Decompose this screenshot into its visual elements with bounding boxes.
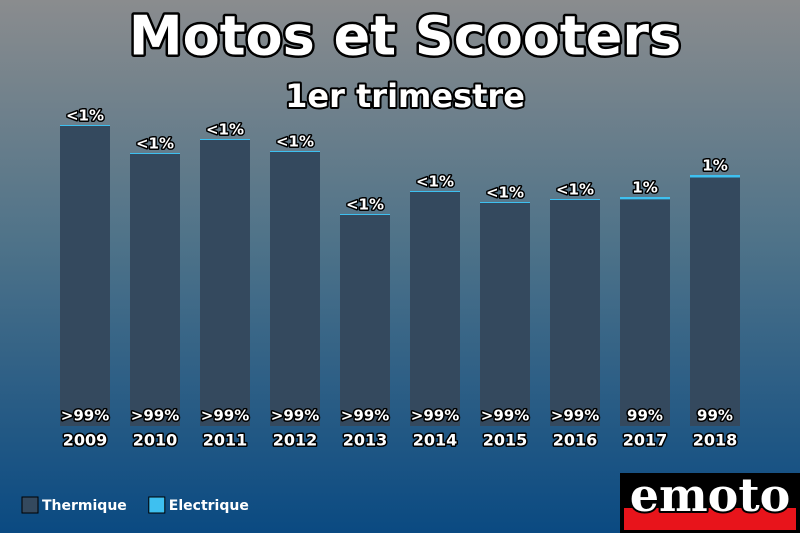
x-tick-label: 2013: [343, 431, 388, 450]
x-tick-label: 2015: [483, 431, 528, 450]
value-label: <1%: [66, 107, 104, 125]
bar-segment: [270, 152, 320, 426]
legend-swatch: [21, 496, 39, 514]
value-label: >99%: [271, 407, 319, 425]
logo-band: [624, 508, 796, 530]
bar-segment: [200, 140, 250, 426]
x-tick-label: 2014: [413, 431, 458, 450]
bar-segment: [270, 151, 320, 152]
bar-segment: [410, 192, 460, 426]
chart-title: Motos et Scooters: [129, 5, 681, 68]
bar-segment: [130, 154, 180, 426]
x-tick-label: 2011: [203, 431, 248, 450]
value-label: <1%: [556, 181, 594, 199]
value-label: 1%: [702, 157, 727, 175]
bar-segment: [200, 139, 250, 140]
bar-segment: [60, 126, 110, 426]
bar-segment: [480, 203, 530, 426]
value-label: <1%: [206, 121, 244, 139]
bar-segment: [620, 197, 670, 200]
value-label: >99%: [61, 407, 109, 425]
x-tick-label: 2017: [623, 431, 668, 450]
value-label: <1%: [276, 133, 314, 151]
logo: emoto: [620, 466, 800, 533]
bar-segment: [550, 200, 600, 426]
value-label: >99%: [411, 407, 459, 425]
value-label: <1%: [486, 184, 524, 202]
value-label: 99%: [627, 407, 663, 425]
x-tick-label: 2009: [63, 431, 108, 450]
bar-segment: [690, 177, 740, 426]
value-label: >99%: [131, 407, 179, 425]
value-label: >99%: [201, 407, 249, 425]
legend-label: Thermique: [42, 498, 127, 514]
value-label: <1%: [136, 135, 174, 153]
x-tick-label: 2012: [273, 431, 318, 450]
bar-segment: [130, 153, 180, 154]
legend-swatch: [148, 496, 166, 514]
bar-segment: [410, 191, 460, 192]
bar-segment: [620, 199, 670, 426]
x-tick-label: 2010: [133, 431, 178, 450]
bar-segment: [550, 199, 600, 200]
legend-label: Electrique: [169, 498, 249, 514]
x-tick-label: 2016: [553, 431, 598, 450]
value-label: 99%: [697, 407, 733, 425]
bar-segment: [690, 175, 740, 178]
x-tick-label: 2018: [693, 431, 738, 450]
bar-segment: [340, 215, 390, 426]
value-label: >99%: [481, 407, 529, 425]
bar-segment: [60, 125, 110, 126]
value-label: >99%: [341, 407, 389, 425]
value-label: 1%: [632, 179, 657, 197]
chart-subtitle: 1er trimestre: [285, 77, 525, 115]
logo-text: emoto: [630, 468, 791, 522]
value-label: <1%: [346, 196, 384, 214]
bar-segment: [480, 202, 530, 203]
bar-segment: [340, 214, 390, 215]
value-label: <1%: [416, 173, 454, 191]
value-label: >99%: [551, 407, 599, 425]
